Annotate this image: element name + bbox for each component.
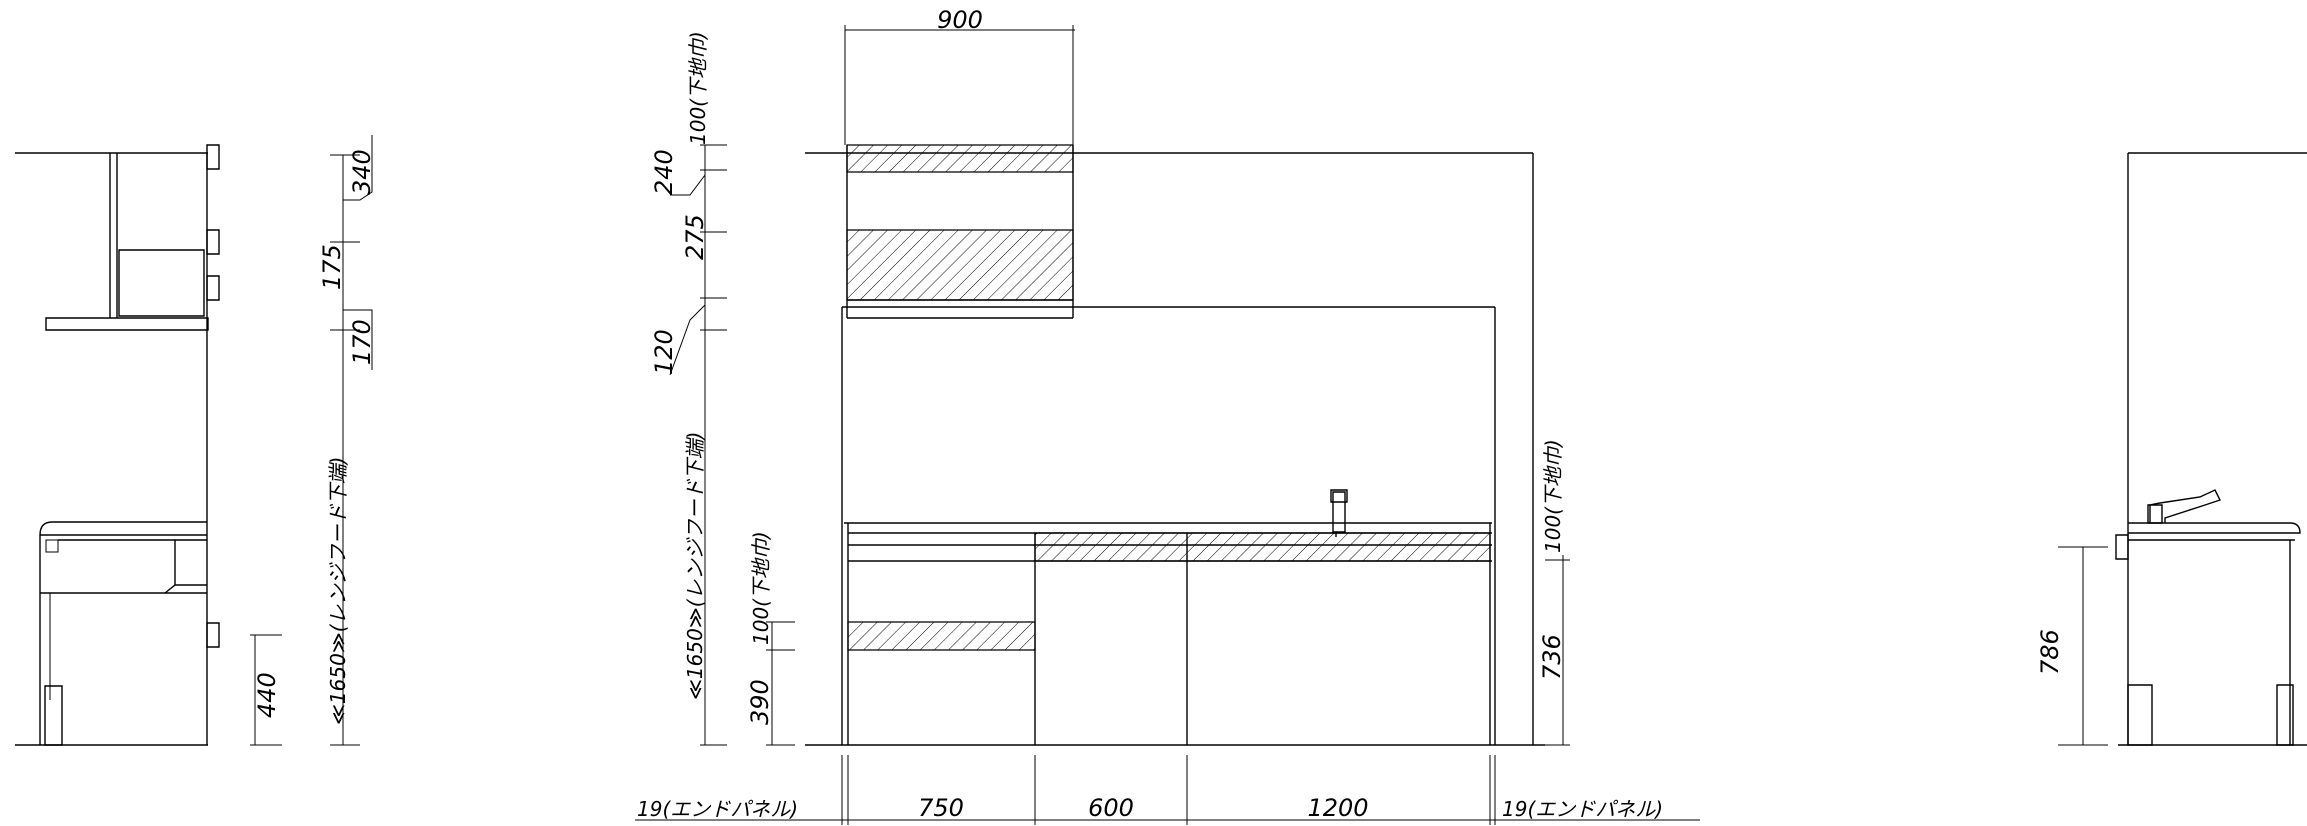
dim-1200: 1200 — [1307, 794, 1368, 822]
hood-height-left: ≪1650≫(レンジフード下端) — [326, 457, 350, 725]
dim-340: 340 — [348, 149, 376, 195]
dim-900: 900 — [937, 6, 983, 34]
dim-end-panel-right: 19(エンドパネル) — [1502, 797, 1663, 821]
dim-786: 786 — [2036, 629, 2064, 675]
right-dimension-786: 786 — [2036, 547, 2108, 745]
left-dimension-440: 440 — [250, 635, 282, 745]
dim-100-lower: 100(下地巾) — [749, 531, 773, 645]
dim-750: 750 — [918, 794, 964, 822]
dim-600: 600 — [1088, 794, 1134, 822]
left-hood-dimensions: 340 175 170 ≪1650≫(レンジフード下端) — [318, 135, 376, 745]
dim-100-upper: 100(下地巾) — [686, 31, 710, 145]
center-right-dimensions: 100(下地巾) 736 — [1538, 439, 1570, 745]
hood-height-center: ≪1650≫(レンジフード下端) — [683, 432, 707, 700]
dim-440: 440 — [253, 672, 281, 718]
dim-240: 240 — [650, 149, 678, 195]
right-side-view — [2116, 153, 2307, 745]
dim-390: 390 — [746, 679, 774, 725]
center-lower-left-dimensions: 100(下地巾) 390 — [746, 531, 795, 745]
bottom-width-dimensions: 19(エンドパネル) 750 600 1200 19(エンドパネル) — [635, 755, 1700, 825]
dim-736: 736 — [1538, 634, 1566, 680]
left-side-view — [15, 145, 219, 745]
dim-120: 120 — [650, 329, 678, 375]
center-left-dimensions: 100(下地巾) 240 275 120 ≪1650≫(レンジフード下端) — [650, 31, 727, 745]
dim-175: 175 — [318, 244, 346, 290]
center-front-view — [805, 145, 1545, 745]
dim-275: 275 — [681, 214, 709, 260]
dim-end-panel-left: 19(エンドパネル) — [637, 797, 798, 821]
dim-100-right: 100(下地巾) — [1541, 439, 1565, 553]
top-width-dimension: 900 — [845, 6, 1075, 145]
dim-170: 170 — [348, 319, 376, 365]
